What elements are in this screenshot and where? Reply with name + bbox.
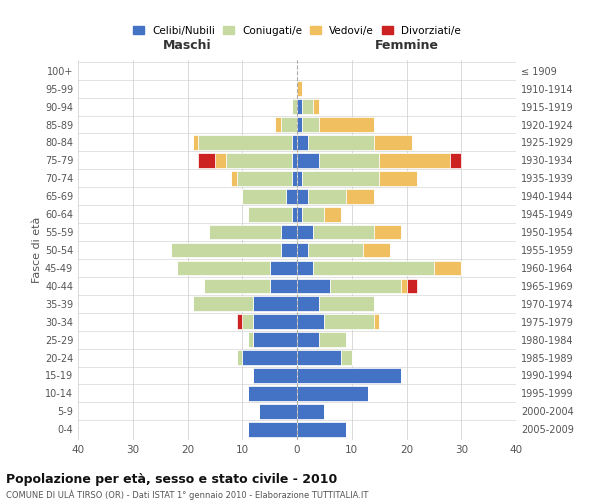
Bar — [259, 404, 297, 418]
Bar — [292, 100, 297, 114]
Text: Popolazione per età, sesso e stato civile - 2010: Popolazione per età, sesso e stato civil… — [6, 472, 337, 486]
Bar — [297, 117, 302, 132]
Bar — [292, 135, 297, 150]
Bar — [297, 153, 319, 168]
Bar — [248, 332, 253, 347]
Bar — [232, 171, 237, 186]
Bar — [269, 278, 297, 293]
Bar — [297, 404, 325, 418]
Bar — [209, 224, 281, 240]
Bar — [253, 314, 297, 329]
Bar — [237, 171, 292, 186]
Bar — [379, 153, 450, 168]
Bar — [341, 350, 352, 365]
Bar — [297, 296, 319, 311]
Bar — [297, 422, 346, 436]
Bar — [171, 242, 281, 258]
Bar — [297, 82, 302, 96]
Bar — [374, 314, 379, 329]
Bar — [297, 386, 368, 400]
Bar — [297, 332, 319, 347]
Bar — [325, 207, 341, 222]
Bar — [319, 153, 379, 168]
Bar — [292, 171, 297, 186]
Legend: Celibi/Nubili, Coniugati/e, Vedovi/e, Divorziati/e: Celibi/Nubili, Coniugati/e, Vedovi/e, Di… — [129, 22, 465, 40]
Bar — [253, 332, 297, 347]
Bar — [237, 314, 242, 329]
Bar — [302, 100, 313, 114]
Bar — [253, 296, 297, 311]
Bar — [407, 278, 418, 293]
Bar — [362, 242, 390, 258]
Bar — [248, 422, 297, 436]
Bar — [275, 117, 281, 132]
Bar — [176, 260, 269, 276]
Bar — [193, 135, 199, 150]
Bar — [253, 368, 297, 383]
Bar — [302, 171, 379, 186]
Bar — [193, 296, 253, 311]
Bar — [319, 332, 346, 347]
Bar — [242, 189, 286, 204]
Bar — [379, 171, 418, 186]
Bar — [204, 278, 269, 293]
Bar — [313, 100, 319, 114]
Bar — [292, 207, 297, 222]
Text: Maschi: Maschi — [163, 40, 212, 52]
Bar — [325, 314, 374, 329]
Bar — [297, 260, 313, 276]
Bar — [297, 278, 330, 293]
Bar — [215, 153, 226, 168]
Bar — [297, 242, 308, 258]
Bar — [346, 189, 374, 204]
Bar — [248, 386, 297, 400]
Bar — [401, 278, 407, 293]
Bar — [313, 224, 374, 240]
Bar — [319, 117, 374, 132]
Bar — [297, 189, 308, 204]
Text: Femmine: Femmine — [374, 40, 439, 52]
Bar — [281, 224, 297, 240]
Bar — [237, 350, 242, 365]
Bar — [297, 207, 302, 222]
Bar — [199, 153, 215, 168]
Bar — [319, 296, 374, 311]
Bar — [281, 117, 297, 132]
Bar — [308, 135, 374, 150]
Bar — [297, 314, 325, 329]
Bar — [302, 117, 319, 132]
Bar — [297, 350, 341, 365]
Bar — [297, 224, 313, 240]
Bar — [330, 278, 401, 293]
Bar — [292, 153, 297, 168]
Bar — [281, 242, 297, 258]
Bar — [242, 314, 253, 329]
Bar — [374, 135, 412, 150]
Bar — [297, 171, 302, 186]
Bar — [286, 189, 297, 204]
Y-axis label: Fasce di età: Fasce di età — [32, 217, 42, 283]
Bar — [450, 153, 461, 168]
Bar — [308, 242, 362, 258]
Bar — [308, 189, 346, 204]
Bar — [199, 135, 292, 150]
Bar — [302, 207, 325, 222]
Bar — [297, 100, 302, 114]
Bar — [226, 153, 292, 168]
Bar — [248, 207, 292, 222]
Bar — [297, 135, 308, 150]
Bar — [313, 260, 434, 276]
Bar — [374, 224, 401, 240]
Text: COMUNE DI ULÀ TIRSO (OR) - Dati ISTAT 1° gennaio 2010 - Elaborazione TUTTITALIA.: COMUNE DI ULÀ TIRSO (OR) - Dati ISTAT 1°… — [6, 489, 368, 500]
Bar — [269, 260, 297, 276]
Bar — [297, 368, 401, 383]
Bar — [242, 350, 297, 365]
Bar — [434, 260, 461, 276]
